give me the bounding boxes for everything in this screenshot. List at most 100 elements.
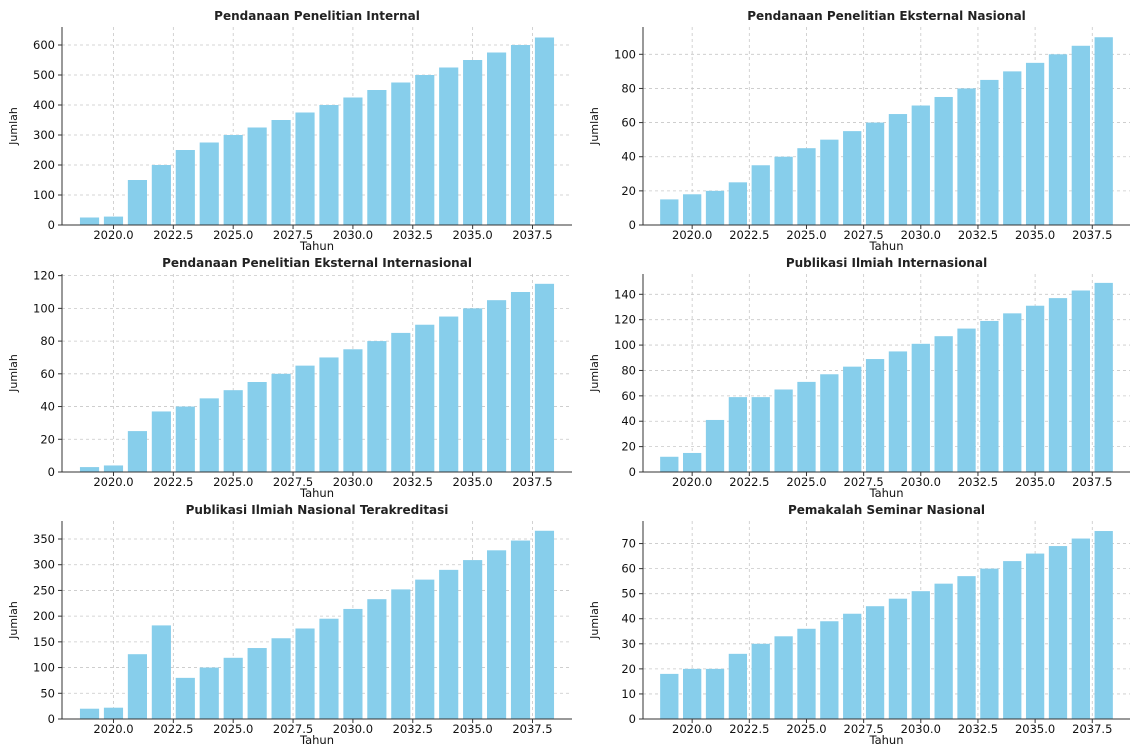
y-tick-label: 40	[621, 150, 636, 164]
x-tick-label: 2037.5	[1072, 475, 1112, 489]
x-tick-label: 2020.0	[672, 475, 712, 489]
bar	[79, 467, 100, 472]
bar	[175, 150, 195, 225]
y-tick-label: 140	[614, 287, 636, 301]
y-tick-label: 100	[33, 301, 55, 315]
x-tick-label: 2027.5	[273, 475, 313, 489]
bar	[319, 357, 339, 472]
bar	[705, 190, 725, 225]
y-tick-label: 100	[33, 188, 55, 202]
bar	[534, 530, 555, 719]
x-tick-label: 2032.5	[393, 722, 433, 736]
bar	[980, 568, 999, 719]
y-tick-label: 600	[33, 38, 55, 52]
chart-panel: 0 100 200 300 400 500 600 2020.0 2022.5 2025.0 202…	[7, 9, 572, 253]
bar	[415, 579, 435, 719]
x-tick-label: 2030.0	[333, 228, 373, 242]
chart-title: Publikasi Ilmiah Nasional Terakreditasi	[186, 503, 449, 517]
x-tick-label: 2037.5	[512, 228, 552, 242]
bar	[934, 336, 953, 472]
bar	[660, 199, 679, 225]
bar	[934, 583, 953, 719]
bar	[957, 88, 976, 225]
bar	[865, 359, 885, 472]
y-tick-label: 80	[621, 81, 636, 95]
chart-title: Publikasi Ilmiah Internasional	[786, 256, 987, 270]
x-tick-label: 2030.0	[333, 722, 373, 736]
bar	[510, 540, 531, 719]
y-tick-label: 20	[621, 440, 636, 454]
bar	[1048, 546, 1068, 719]
bar	[865, 122, 885, 225]
x-tick-label: 2022.5	[153, 475, 193, 489]
y-tick-label: 100	[33, 661, 55, 675]
y-tick-label: 50	[621, 587, 636, 601]
bar	[295, 112, 315, 225]
bar	[199, 398, 219, 472]
bar	[1025, 553, 1045, 719]
bar	[79, 217, 100, 225]
bar	[415, 324, 435, 472]
chart-panel: 0 20 40 60 80 100 120 140 2020.0 2022.5 2025.0 2027…	[588, 256, 1130, 500]
bar	[934, 96, 953, 225]
x-tick-label: 2020.0	[93, 722, 133, 736]
bar	[343, 97, 363, 225]
x-tick-label: 2035.0	[453, 722, 493, 736]
y-tick-label: 250	[33, 583, 55, 597]
y-tick-label: 20	[621, 184, 636, 198]
x-tick-label: 2025.0	[786, 228, 826, 242]
x-tick-label: 2037.5	[1072, 722, 1112, 736]
y-tick-label: 150	[33, 635, 55, 649]
y-tick-label: 20	[621, 662, 636, 676]
bar	[774, 156, 793, 225]
bar	[660, 456, 679, 472]
bar	[1025, 305, 1045, 472]
bar	[223, 657, 243, 719]
bar	[705, 668, 725, 719]
x-tick-label: 2022.5	[153, 722, 193, 736]
bar	[797, 628, 816, 719]
x-tick-label: 2035.0	[453, 228, 493, 242]
x-tick-label: 2025.0	[213, 722, 253, 736]
x-tick-label: 2027.5	[844, 228, 884, 242]
y-tick-label: 200	[33, 609, 55, 623]
chart-title: Pendanaan Penelitian Eksternal Internasi…	[162, 256, 472, 270]
y-tick-label: 60	[621, 389, 636, 403]
x-tick-label: 2022.5	[729, 722, 769, 736]
x-axis-label: Tahun	[868, 733, 903, 744]
bar	[223, 390, 243, 472]
bar	[888, 598, 908, 719]
bar	[888, 114, 908, 225]
y-tick-label: 0	[48, 465, 55, 479]
bar	[660, 673, 679, 719]
bar	[343, 349, 363, 472]
bar	[705, 419, 725, 472]
x-tick-label: 2027.5	[844, 475, 884, 489]
y-tick-label: 100	[614, 47, 636, 61]
y-tick-label: 0	[629, 465, 636, 479]
bar	[774, 389, 793, 472]
bar	[797, 381, 816, 472]
bar	[1003, 313, 1022, 472]
x-axis-label: Tahun	[299, 239, 334, 253]
y-axis-label: Jumlah	[7, 107, 20, 146]
bar	[175, 406, 195, 472]
y-tick-label: 300	[33, 558, 55, 572]
bar	[797, 148, 816, 225]
bar	[439, 569, 459, 719]
x-tick-label: 2037.5	[512, 722, 552, 736]
y-tick-label: 10	[621, 687, 636, 701]
bar	[271, 638, 291, 719]
y-tick-label: 40	[621, 414, 636, 428]
bar	[463, 60, 483, 225]
bar	[199, 667, 219, 719]
bar	[319, 105, 339, 225]
x-tick-label: 2020.0	[93, 475, 133, 489]
y-tick-label: 500	[33, 68, 55, 82]
bar	[1003, 561, 1022, 719]
y-tick-label: 200	[33, 158, 55, 172]
bar	[911, 591, 930, 719]
bar	[957, 576, 976, 719]
y-tick-label: 80	[621, 363, 636, 377]
bar	[127, 431, 147, 472]
